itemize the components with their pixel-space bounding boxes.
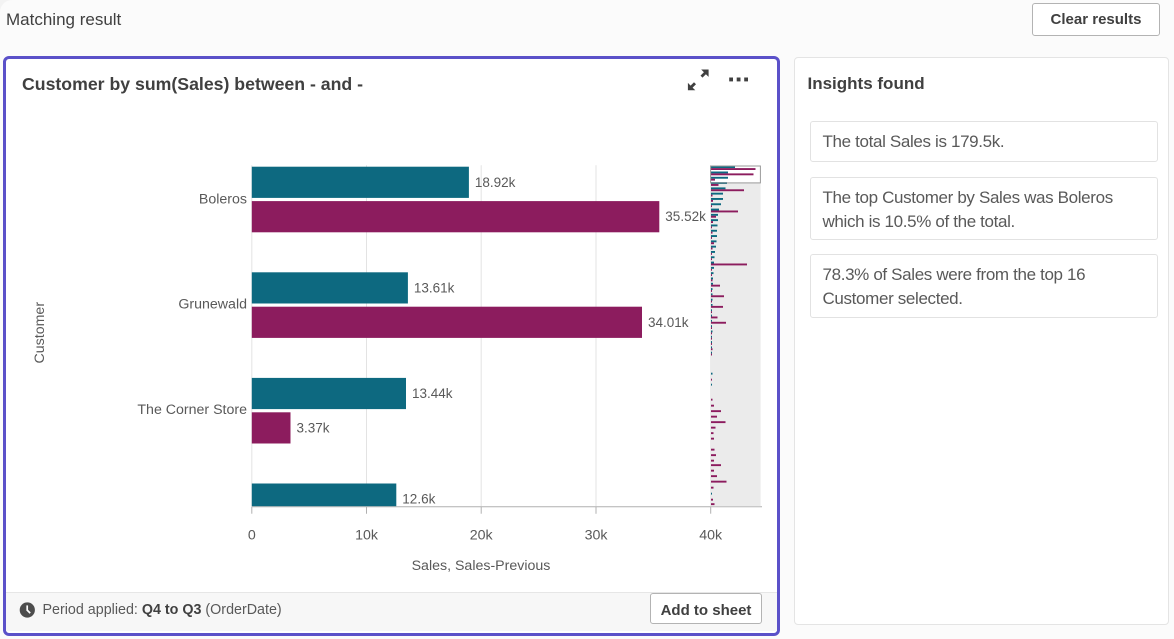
svg-text:Grunewald: Grunewald [178,297,247,313]
svg-text:The Corner Store: The Corner Store [137,402,247,418]
svg-text:3.37k: 3.37k [297,421,330,436]
svg-text:10k: 10k [355,528,379,544]
svg-text:20k: 20k [470,528,494,544]
svg-text:13.44k: 13.44k [412,386,453,401]
svg-text:18.92k: 18.92k [475,175,516,190]
svg-text:30k: 30k [585,528,609,544]
svg-text:13.61k: 13.61k [414,281,455,296]
svg-text:Customer: Customer [32,302,48,364]
svg-text:Sales, Sales-Previous: Sales, Sales-Previous [412,558,551,574]
svg-text:40k: 40k [699,528,723,544]
svg-text:35.52k: 35.52k [665,209,706,224]
svg-text:12.6k: 12.6k [402,492,435,507]
svg-text:0: 0 [248,528,256,544]
svg-text:34.01k: 34.01k [648,315,689,330]
svg-text:Boleros: Boleros [199,192,247,208]
